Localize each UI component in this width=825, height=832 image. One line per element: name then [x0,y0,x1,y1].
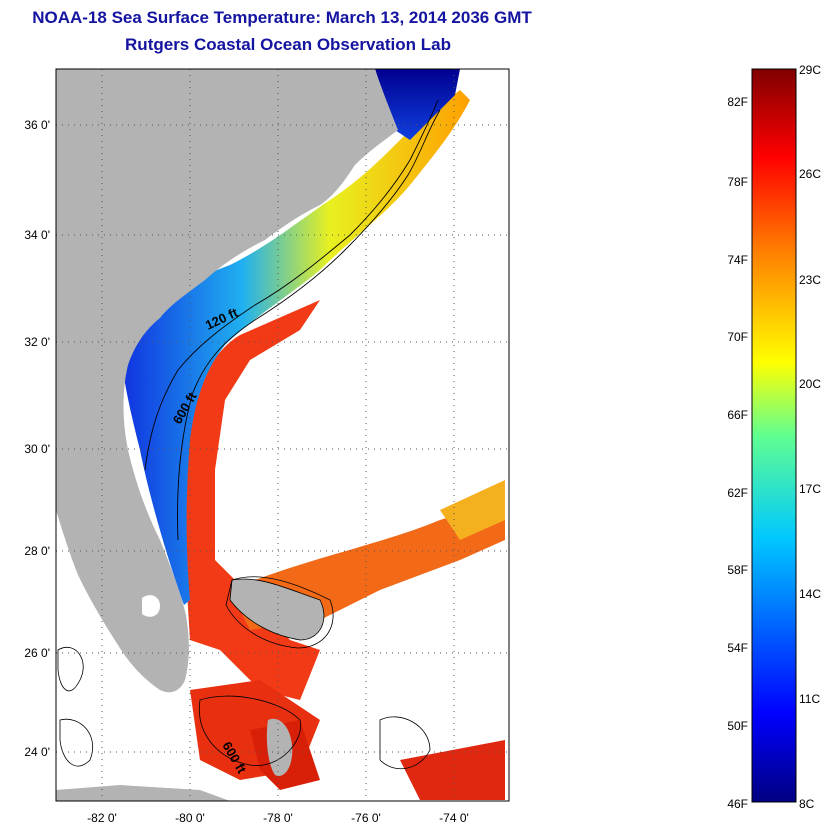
cb-label-17c: 17C [799,482,821,496]
cuba-land [56,785,230,801]
us-east-coast-land [56,69,398,693]
colorbar-gradient [751,68,797,803]
cb-label-66f: 66F [727,408,748,422]
cb-label-62f: 62F [727,486,748,500]
warm-edge-east [440,480,505,540]
cb-label-46f: 46F [727,797,748,811]
lon-label-80: -80 0' [175,811,205,825]
cb-label-29c: 29C [799,63,821,77]
lat-label-28: 28 0' [24,544,50,558]
sea-surface-temperature-map: 36 0' 34 0' 32 0' 30 0' 28 0' 26 0' 24 0… [24,68,510,825]
graticule [56,69,509,801]
cb-label-74f: 74F [727,253,748,267]
lat-label-32: 32 0' [24,335,50,349]
cb-label-78f: 78F [727,175,748,189]
cb-label-20c: 20C [799,377,821,391]
gulf-stream-band [182,300,320,700]
cb-label-54f: 54F [727,641,748,655]
lat-label-24: 24 0' [24,745,50,759]
cb-label-11c: 11C [799,692,820,706]
cb-label-50f: 50F [727,719,748,733]
cb-label-82f: 82F [727,95,748,109]
southern-warm-water [400,740,505,800]
lon-label-76: -76 0' [351,811,381,825]
cb-label-58f: 58F [727,563,748,577]
lake-okeechobee [142,595,160,617]
cb-label-26c: 26C [799,167,821,181]
lon-label-74: -74 0' [439,811,469,825]
lat-label-34: 34 0' [24,228,50,242]
bahamas-bank [229,578,325,641]
lat-label-36: 36 0' [24,118,50,132]
lat-label-30: 30 0' [24,442,50,456]
contour-bahamas [198,576,431,769]
map-title: NOAA-18 Sea Surface Temperature: March 1… [32,8,532,27]
contour-600ft [177,109,441,541]
northern-cold-water [375,69,460,140]
cb-label-14c: 14C [799,587,821,601]
temperature-colorbar: 82F 78F 74F 70F 66F 62F 58F 54F 50F 46F … [727,63,821,811]
shelf-water-gradient [120,90,470,605]
cb-label-70f: 70F [727,330,748,344]
cb-label-23c: 23C [799,273,821,287]
lat-label-26: 26 0' [24,646,50,660]
contour-120ft [144,99,439,471]
lon-label-82: -82 0' [87,811,117,825]
map-subtitle: Rutgers Coastal Ocean Observation Lab [125,35,451,54]
map-frame [55,68,510,802]
cb-label-8c: 8C [799,797,815,811]
lon-label-78: -78 0' [263,811,293,825]
